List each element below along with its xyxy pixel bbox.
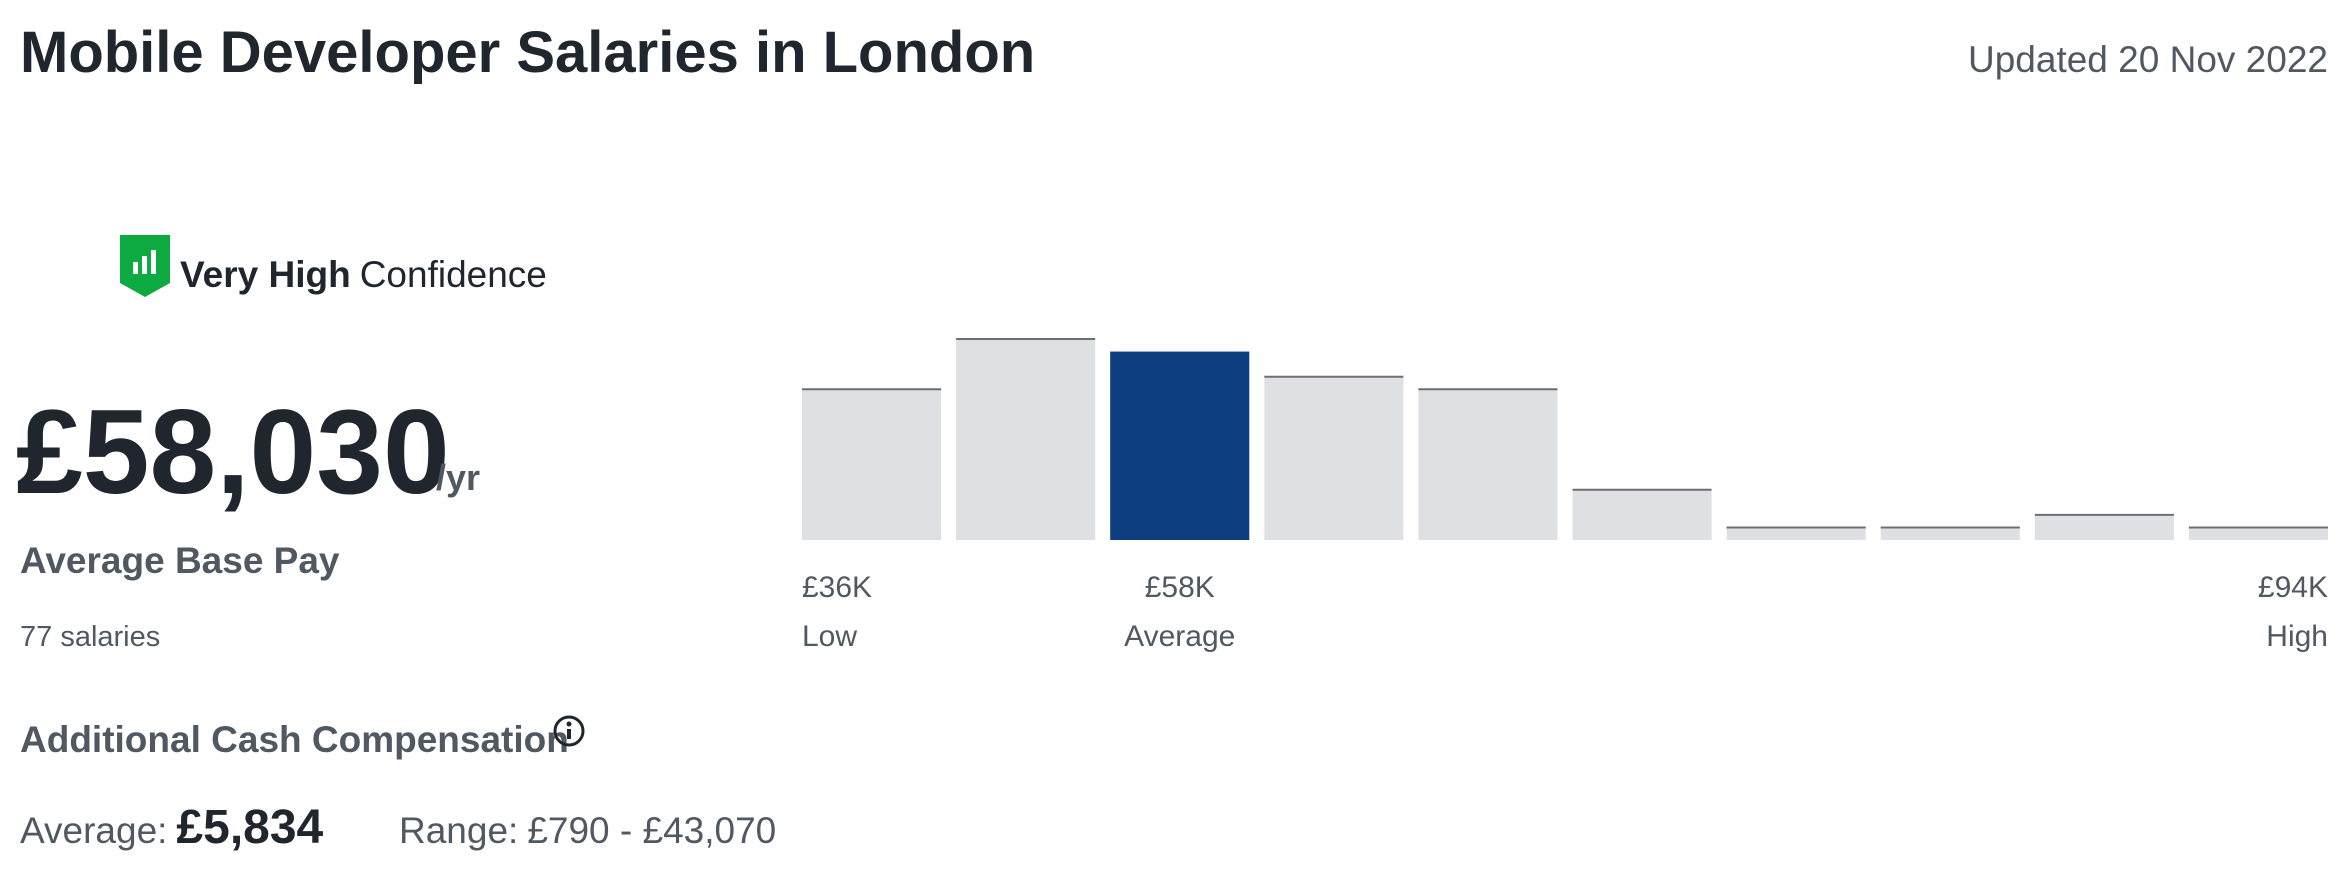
histogram-label: High: [2266, 620, 2328, 653]
histogram-bar: [1726, 527, 1866, 540]
average-value: £5,834: [176, 801, 323, 854]
info-icon[interactable]: [553, 715, 585, 747]
updated-date: Updated 20 Nov 2022: [1968, 39, 2328, 80]
histogram-label: £94K: [2258, 571, 2328, 604]
histogram-bar: [2034, 514, 2174, 540]
range-label: Range:: [399, 810, 518, 851]
base-pay-period: /yr: [436, 457, 480, 498]
histogram-bar: [956, 339, 1096, 540]
histogram-bar: [2188, 527, 2328, 540]
histogram-bar: [1264, 376, 1404, 540]
additional-range: Range: £790 - £43,070: [399, 810, 776, 851]
histogram-label: £36K: [802, 571, 872, 604]
histogram-bar: [1110, 351, 1250, 540]
histogram-label: Low: [802, 620, 857, 653]
additional-average: Average: £5,834: [20, 801, 324, 854]
histogram-label: £58K: [1145, 571, 1215, 604]
confidence-icon: [120, 235, 170, 297]
confidence-level: Very High: [180, 254, 351, 295]
histogram: £36K Low £58K Average £94K High: [802, 338, 2328, 653]
histogram-bar: [1418, 389, 1558, 540]
additional-title: Additional Cash Compensation: [20, 719, 569, 760]
histogram-bar: [1880, 527, 2020, 540]
base-pay-amount: £58,030: [16, 385, 450, 519]
base-pay-label: Average Base Pay: [20, 540, 340, 581]
histogram-bar: [802, 389, 942, 540]
salary-count: 77 salaries: [20, 621, 160, 653]
average-label: Average:: [20, 810, 167, 851]
page-title: Mobile Developer Salaries in London: [20, 20, 1035, 85]
histogram-bar: [1572, 489, 1712, 540]
confidence-text: Very High Confidence: [180, 254, 547, 295]
range-value: £790 - £43,070: [527, 810, 776, 851]
histogram-label: Average: [1124, 620, 1235, 653]
confidence-label: Confidence: [360, 254, 547, 295]
